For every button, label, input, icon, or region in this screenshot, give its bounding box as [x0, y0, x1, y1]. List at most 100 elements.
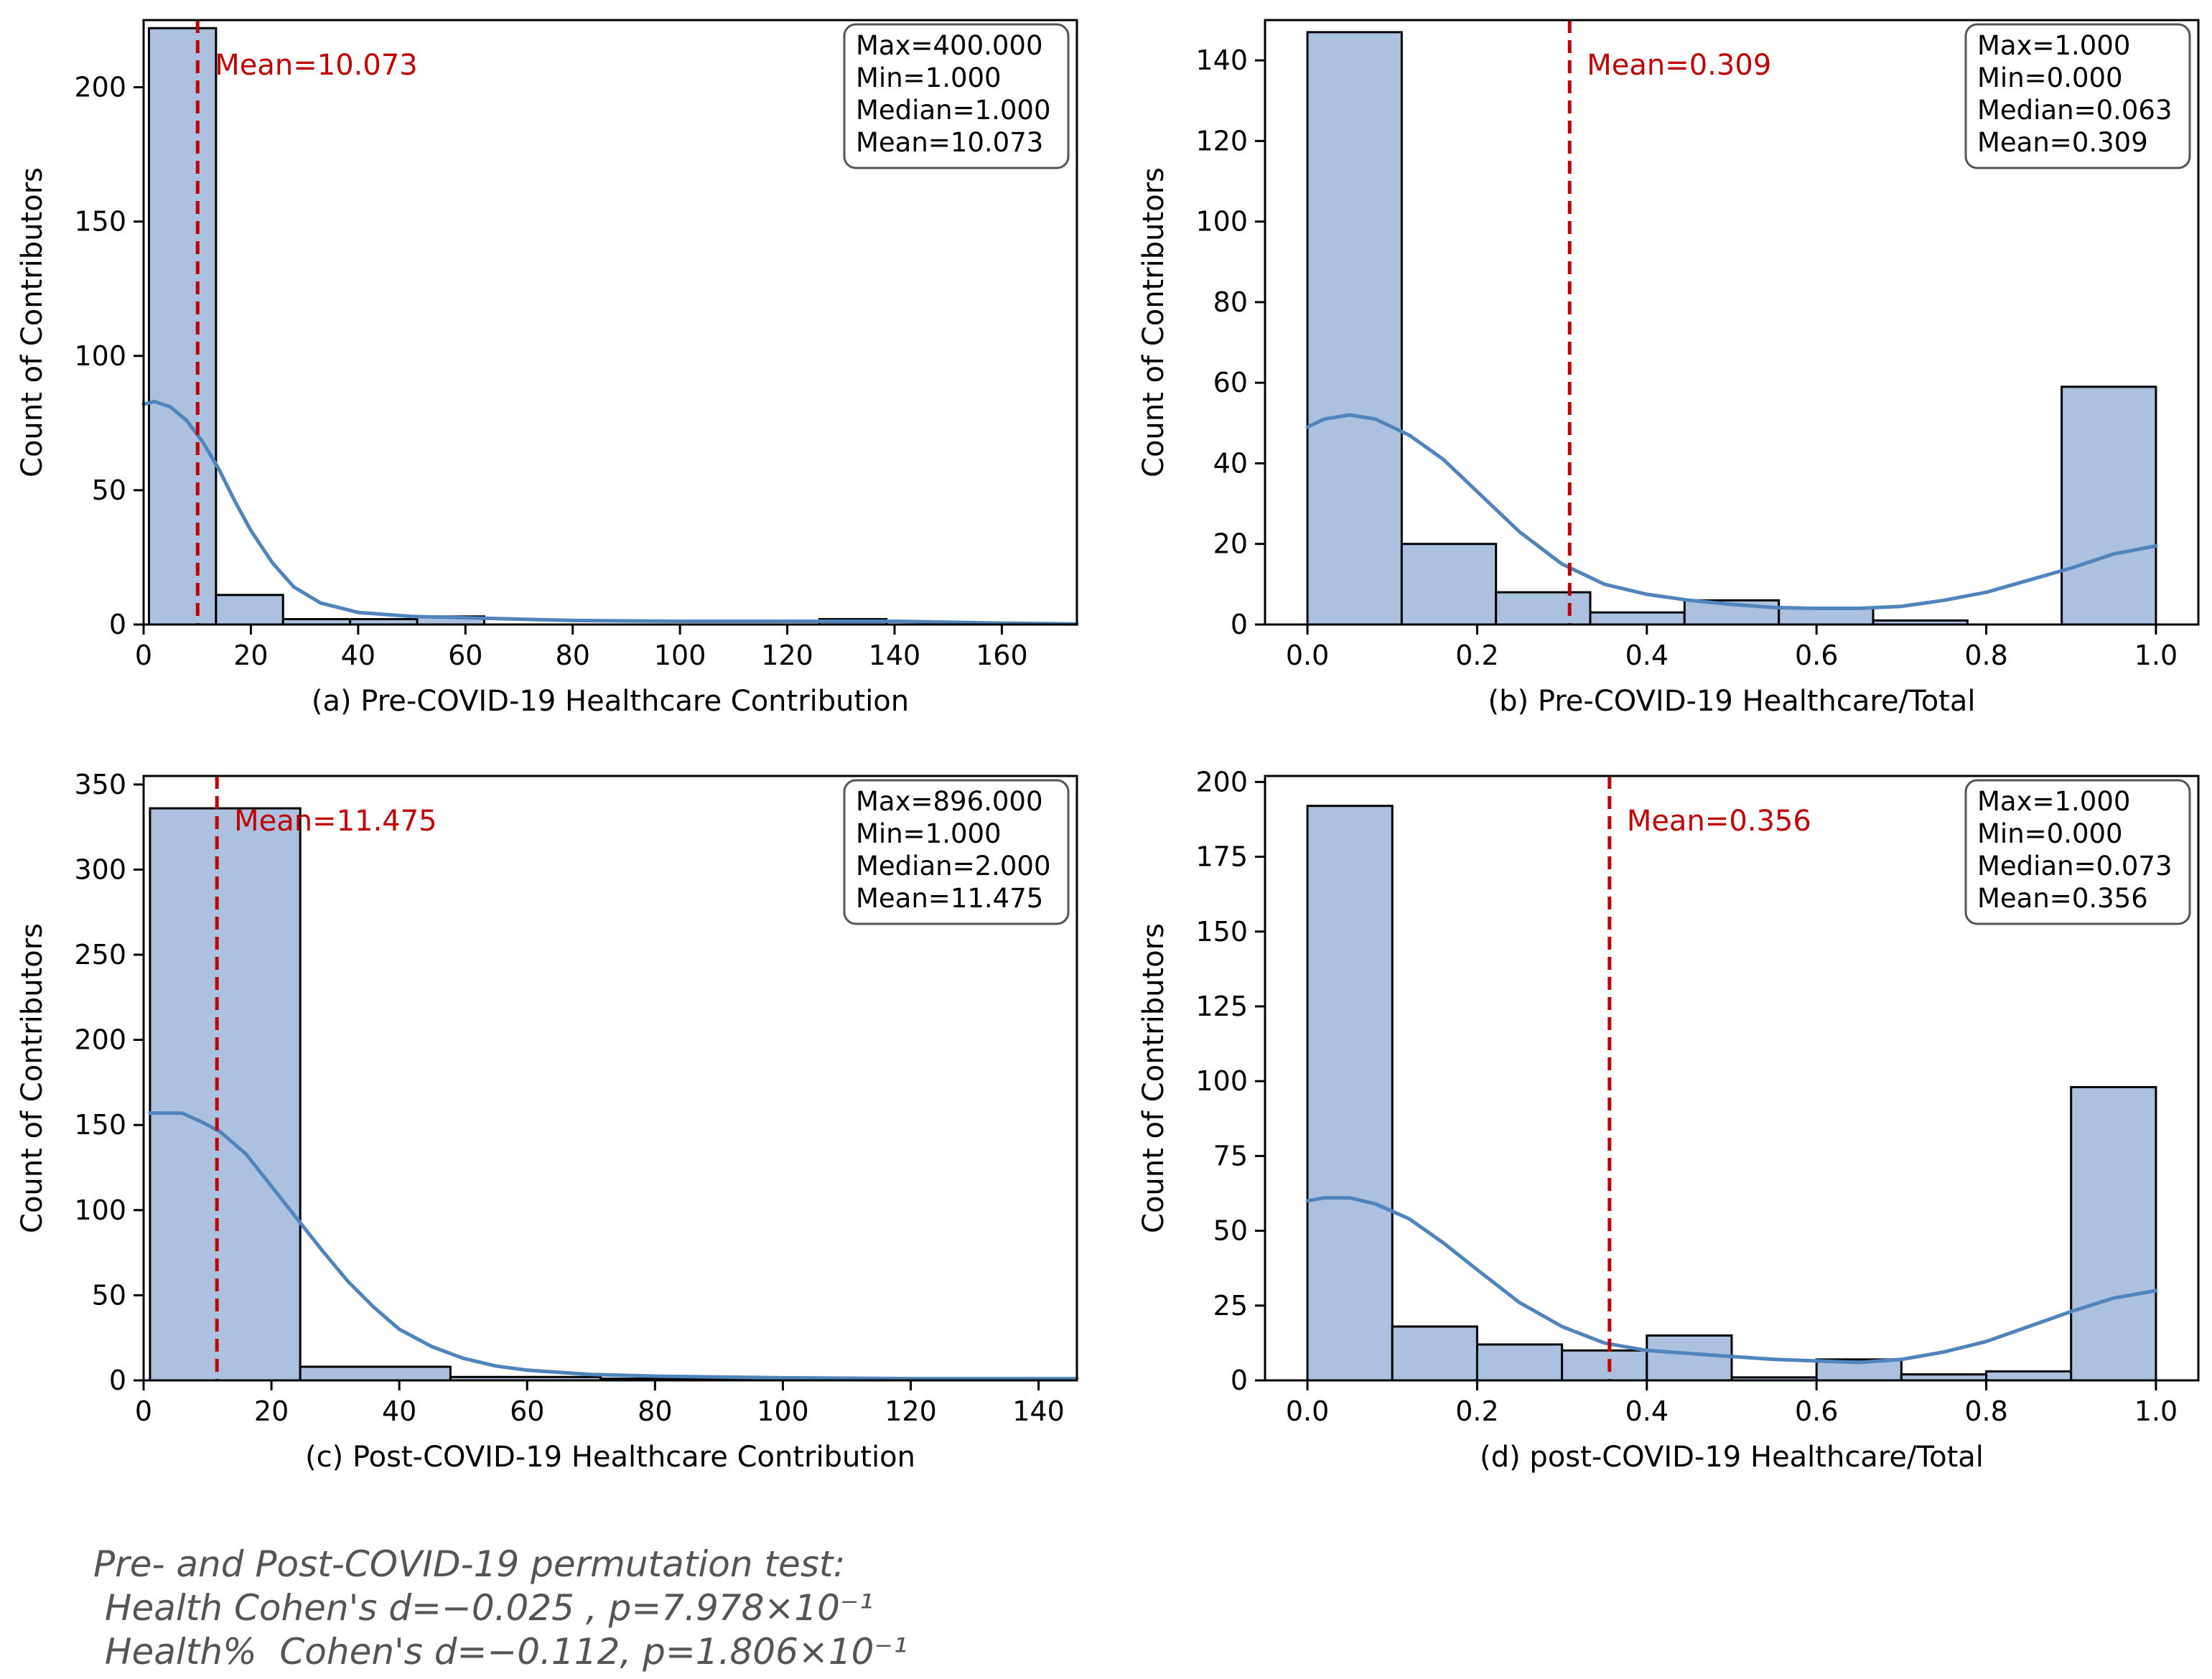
x-tick-label: 0.4 [1625, 640, 1669, 671]
y-tick-label: 100 [1195, 206, 1248, 238]
x-tick-label: 100 [654, 640, 706, 671]
histogram-bar [2070, 1086, 2157, 1382]
y-axis: 0 50 100 150 200 250 300 350 [74, 769, 144, 1396]
histogram-bar [149, 807, 302, 1382]
histogram-bars [1306, 31, 2157, 626]
y-tick-label: 50 [92, 1279, 126, 1311]
stats-line: Median=0.063 [1977, 95, 2173, 126]
y-tick-label: 0 [1231, 609, 1248, 640]
stats-box-frame [843, 779, 1070, 925]
x-tick-label: 0.6 [1795, 1395, 1838, 1427]
y-axis: 0 20 40 60 80 100 120 140 [1195, 45, 1265, 640]
histogram-bar [1778, 607, 1875, 626]
y-tick-label: 25 [1213, 1290, 1248, 1322]
y-tick-label: 80 [1213, 286, 1248, 318]
y-tick-label: 150 [74, 1109, 126, 1141]
x-axis-title: (b) Pre-COVID-19 Healthcare/Total [1488, 685, 1976, 718]
stats-line: Median=2.000 [856, 851, 1051, 881]
x-tick-label: 20 [233, 640, 268, 671]
x-tick-label: 140 [1012, 1395, 1065, 1427]
histogram-bar [299, 1365, 452, 1382]
stats-line: Max=896.000 [856, 786, 1043, 817]
stats-line: Min=1.000 [856, 818, 1002, 849]
kde-curve [1305, 1196, 2158, 1365]
y-tick-label: 50 [1213, 1215, 1248, 1247]
kde-curve [1305, 413, 2158, 610]
y-tick-label: 0 [109, 609, 126, 640]
mean-label: Mean=0.309 [1587, 49, 1771, 82]
mean-label: Mean=0.356 [1627, 805, 1811, 838]
y-tick-label: 300 [74, 853, 126, 885]
x-tick-label: 1.0 [2134, 1395, 2178, 1427]
histogram-bar [1646, 1334, 1733, 1382]
y-axis-title: Count of Contributors [1137, 167, 1170, 477]
panel-c: Mean=11.475 0 20 40 60 80 100 120 140 0 50 100 150 20… [16, 769, 1079, 1474]
y-tick-label: 100 [74, 340, 126, 372]
y-tick-label: 120 [1195, 125, 1248, 156]
y-tick-label: 175 [1195, 841, 1248, 873]
x-tick-label: 0 [135, 640, 152, 671]
stats-line: Mean=10.073 [856, 127, 1043, 158]
stats-box: Max=400.000Min=1.000Median=1.000Mean=10.… [843, 23, 1070, 169]
histogram-bar [1306, 805, 1394, 1382]
footer-line-2: Health Cohen's d=−0.025 , p=7.978×10⁻¹ [93, 1587, 873, 1629]
histogram-bar [1391, 1325, 1478, 1382]
histogram-bar [1495, 591, 1592, 626]
stats-line: Mean=0.356 [1977, 883, 2148, 914]
stats-line: Max=1.000 [1977, 30, 2130, 61]
y-tick-label: 100 [1195, 1065, 1248, 1097]
y-tick-label: 60 [1213, 367, 1248, 398]
x-tick-label: 80 [556, 640, 590, 671]
y-tick-label: 125 [1195, 991, 1248, 1022]
stats-line: Median=0.073 [1977, 851, 2173, 881]
x-tick-label: 0 [135, 1395, 152, 1427]
x-tick-label: 140 [869, 640, 921, 671]
x-tick-label: 60 [448, 640, 482, 671]
y-tick-label: 150 [74, 206, 126, 238]
x-tick-label: 0.0 [1286, 1395, 1329, 1427]
histogram-bar [215, 594, 284, 626]
y-tick-label: 150 [1195, 916, 1248, 948]
plot-frame [1264, 19, 2200, 626]
x-axis-title: (c) Post-COVID-19 Healthcare Contributio… [305, 1441, 915, 1474]
stats-box-frame [1964, 779, 2191, 925]
footer-line-1: Pre- and Post-COVID-19 permutation test: [93, 1543, 845, 1585]
plot-frame [142, 775, 1078, 1382]
panel-d: Mean=0.356 0.0 0.2 0.4 0.6 0.8 1.0 0 25 50 75 100 12… [1137, 766, 2200, 1474]
histogram-bar [2061, 385, 2157, 626]
y-tick-label: 200 [74, 72, 126, 103]
x-tick-label: 0.6 [1795, 640, 1838, 671]
histogram-bar [1589, 611, 1686, 626]
y-tick-label: 200 [1195, 766, 1248, 798]
x-tick-label: 120 [761, 640, 813, 671]
stats-box-frame [1964, 23, 2191, 169]
kde-curve [148, 1111, 1079, 1381]
x-tick-label: 1.0 [2134, 640, 2178, 671]
plot-frame [1264, 775, 2200, 1382]
y-axis: 0 25 50 75 100 125 150 175 200 [1195, 766, 1265, 1396]
x-tick-label: 0.2 [1455, 640, 1498, 671]
x-tick-label: 40 [382, 1395, 416, 1427]
histogram-bar [147, 27, 218, 626]
histogram-bars [1306, 805, 2157, 1382]
footer-line-3: Health% Cohen's d=−0.112, p=1.806×10⁻¹ [93, 1631, 907, 1673]
y-tick-label: 0 [109, 1365, 126, 1396]
stats-line: Median=1.000 [856, 95, 1051, 126]
y-tick-label: 350 [74, 769, 126, 800]
x-axis-title: (d) post-COVID-19 Healthcare/Total [1480, 1441, 1984, 1474]
y-tick-label: 50 [92, 474, 126, 506]
panel-b: Mean=0.309 0.0 0.2 0.4 0.6 0.8 1.0 0 20 40 60 80 100… [1137, 19, 2200, 718]
panel-a: Mean=10.073 0 20 40 60 80 100 120 140 160 0 50 100 15… [16, 19, 1079, 718]
x-tick-label: 40 [341, 640, 375, 671]
mean-label: Mean=10.073 [215, 49, 417, 82]
x-tick-label: 0.0 [1286, 640, 1329, 671]
x-tick-label: 100 [757, 1395, 809, 1427]
stats-box: Max=896.000Min=1.000Median=2.000Mean=11.… [843, 779, 1070, 925]
stats-line: Mean=0.309 [1977, 127, 2148, 158]
x-tick-label: 20 [254, 1395, 289, 1427]
histogram-bar [1306, 31, 1403, 626]
y-axis: 0 50 100 150 200 [74, 72, 144, 640]
y-axis-title: Count of Contributors [1137, 923, 1170, 1233]
